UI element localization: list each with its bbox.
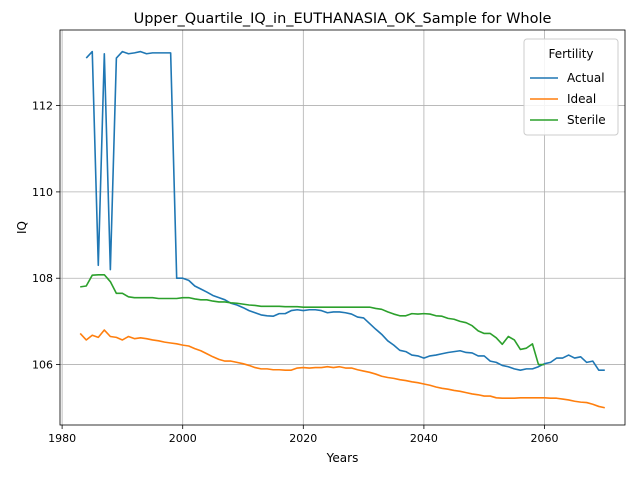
legend-label: Ideal	[567, 92, 596, 106]
y-tick-label: 106	[32, 359, 53, 372]
x-tick-label: 1980	[48, 432, 76, 445]
x-axis-label: Years	[326, 451, 359, 465]
legend-entries: Actual Ideal Sterile	[530, 71, 606, 127]
x-tick-label: 2060	[531, 432, 559, 445]
series-line-ideal	[79, 329, 605, 409]
chart-title: Upper_Quartile_IQ_in_EUTHANASIA_OK_Sampl…	[134, 11, 552, 27]
series-line-actual	[85, 50, 605, 371]
y-axis-label: IQ	[15, 221, 29, 234]
y-tick-label: 110	[32, 186, 53, 199]
x-axis-ticks: 1980 2000 2020 2040 2060	[48, 425, 559, 445]
legend-box	[523, 38, 619, 136]
x-tick-label: 2000	[169, 432, 197, 445]
series-line-sterile	[80, 273, 545, 366]
plot-frame	[59, 29, 626, 426]
y-tick-label: 108	[32, 272, 53, 285]
legend-title: Fertility	[548, 47, 593, 61]
legend-label: Actual	[567, 71, 605, 85]
x-tick-label: 2020	[289, 432, 317, 445]
y-axis-ticks: 106 108 110 112	[32, 100, 60, 372]
y-tick-label: 112	[32, 100, 53, 113]
legend: Fertility Actual Ideal Sterile	[523, 38, 619, 136]
grid-lines	[60, 30, 625, 425]
series-lines	[79, 50, 605, 409]
x-tick-label: 2040	[410, 432, 438, 445]
legend-label: Sterile	[567, 113, 606, 127]
